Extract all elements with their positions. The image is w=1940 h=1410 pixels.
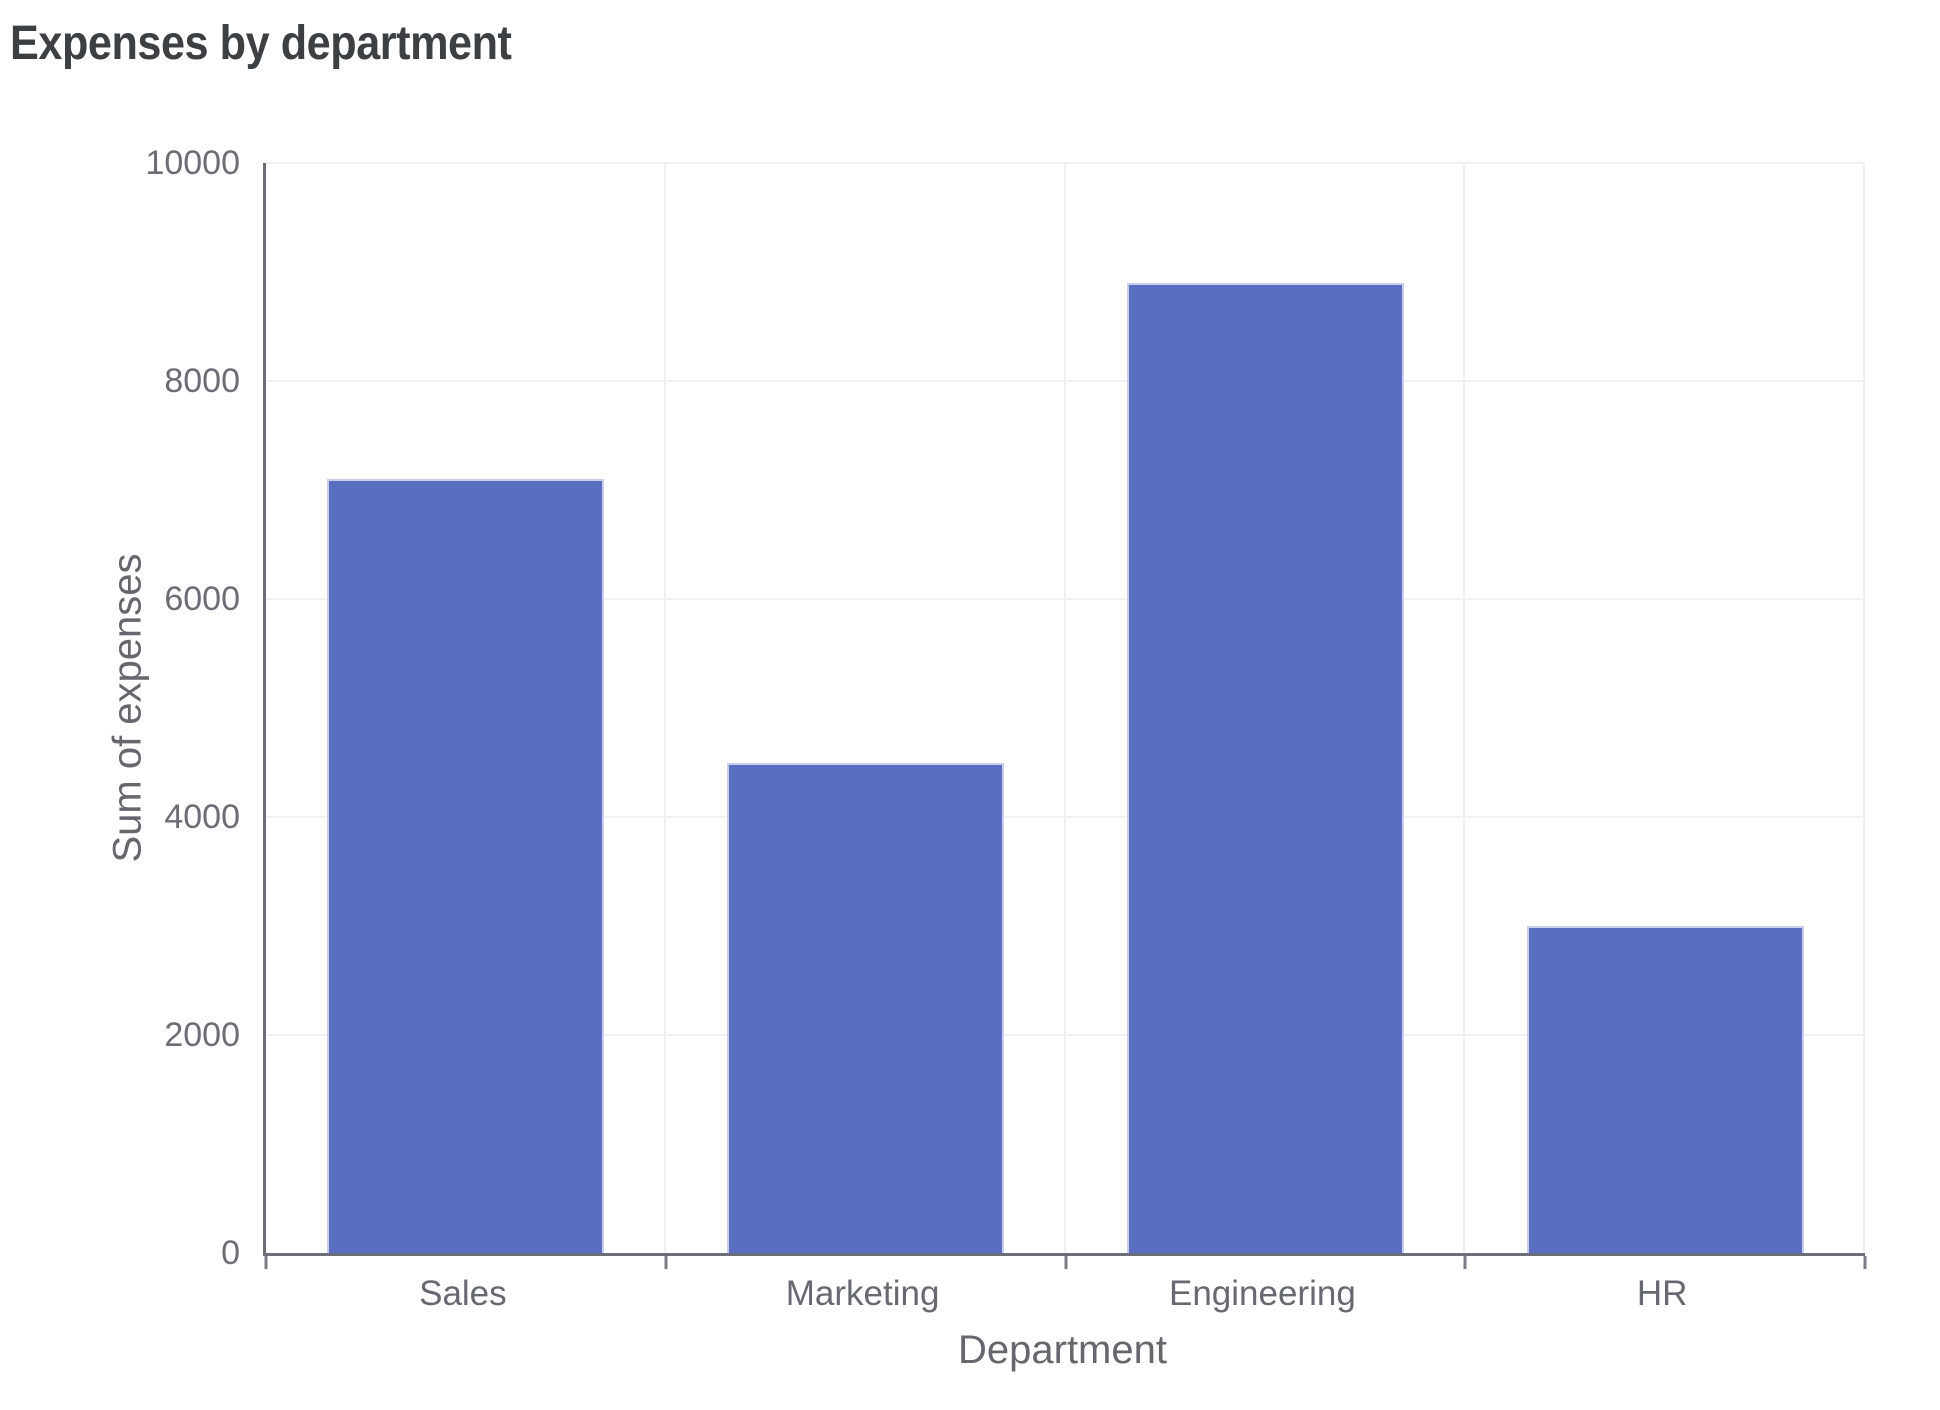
gridline-horizontal [266, 162, 1865, 164]
gridline-horizontal [266, 380, 1865, 382]
bar-sales[interactable] [327, 479, 605, 1253]
chart-title: Expenses by department [10, 17, 512, 70]
gridline-horizontal [266, 816, 1865, 818]
y-tick-label: 2000 [164, 1016, 240, 1054]
y-tick-label: 10000 [145, 144, 240, 182]
x-category-label: Sales [419, 1274, 507, 1313]
y-tick-label: 6000 [164, 580, 240, 618]
bar-engineering[interactable] [1126, 282, 1404, 1253]
gridline-horizontal [266, 1034, 1865, 1036]
x-axis-tick-mark [664, 1256, 668, 1269]
gridline-vertical [663, 163, 666, 1253]
gridline-vertical [1863, 163, 1865, 1253]
gridline-vertical [1063, 163, 1066, 1253]
x-category-label: Engineering [1168, 1274, 1356, 1313]
gridline-horizontal [266, 598, 1865, 600]
y-tick-label: 4000 [164, 798, 240, 836]
x-axis-tick-mark [1863, 1256, 1867, 1269]
y-tick-label: 0 [221, 1234, 240, 1272]
bar-marketing[interactable] [727, 762, 1005, 1253]
x-category-label: Marketing [785, 1274, 940, 1313]
x-axis-tick-mark [264, 1256, 268, 1269]
x-axis-tick-mark [1064, 1256, 1067, 1269]
bar-hr[interactable] [1526, 926, 1804, 1253]
gridline-vertical [1463, 163, 1466, 1253]
x-axis-tick-mark [1463, 1256, 1467, 1269]
x-category-label: HR [1636, 1274, 1688, 1313]
x-axis-title: Department [958, 1328, 1167, 1372]
plot-area [263, 162, 1867, 1269]
y-tick-label: 8000 [164, 362, 240, 400]
